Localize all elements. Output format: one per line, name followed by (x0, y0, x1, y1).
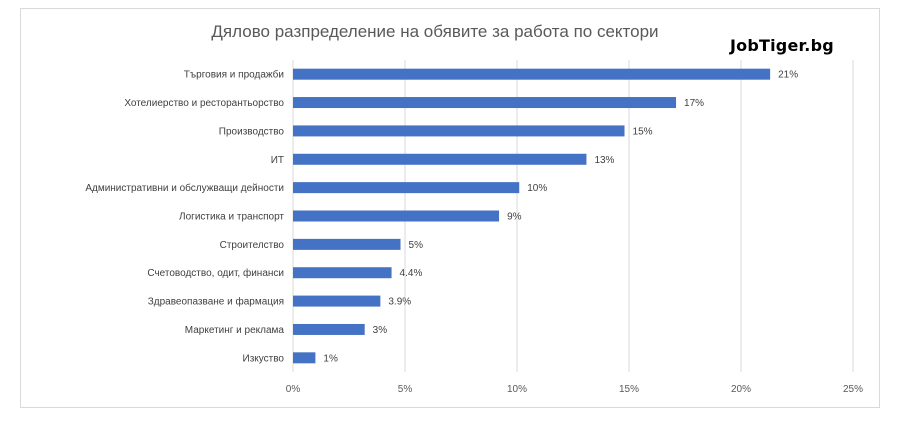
chart-title: Дялово разпределение на обявите за работ… (211, 22, 659, 41)
data-label: 21% (778, 70, 798, 81)
data-label: 13% (594, 155, 614, 166)
bar (293, 125, 625, 137)
category-label: Изкуство (243, 353, 285, 364)
bar (293, 295, 381, 307)
category-label: Административни и обслужващи дейности (85, 182, 284, 194)
data-label: 1% (323, 353, 338, 364)
data-label: 10% (527, 183, 547, 194)
data-labels: 21% 17% 15% 13% 10% 9% 5% 4.4% 3.9% 3% 1% (323, 70, 798, 365)
category-label: Производство (219, 126, 285, 137)
brand-logo: JobTiger.bg (730, 36, 834, 55)
data-label: 3% (373, 325, 388, 336)
bar (293, 97, 677, 109)
category-label: Здравеопазване и фармация (148, 296, 284, 308)
category-label: Логистика и транспорт (179, 212, 284, 223)
x-tick-label: 0% (286, 384, 301, 395)
x-tick-label: 5% (398, 384, 413, 395)
x-axis-tick-labels: 0% 5% 10% 15% 20% 25% (286, 384, 863, 395)
bar (293, 267, 392, 279)
category-label: Строителство (220, 240, 285, 251)
x-tick-label: 25% (843, 384, 863, 395)
category-label: Хотелиерство и ресторантьорство (124, 98, 284, 109)
category-label: ИТ (271, 155, 284, 166)
data-label: 15% (633, 126, 653, 137)
data-label: 4.4% (400, 268, 423, 279)
category-label: Търговия и продажби (184, 69, 284, 81)
x-tick-label: 20% (731, 384, 751, 395)
data-label: 9% (507, 212, 522, 223)
gridlines (292, 60, 854, 372)
bar (293, 352, 316, 364)
x-tick-label: 15% (619, 384, 639, 395)
data-label: 3.9% (388, 297, 411, 308)
bar (293, 153, 587, 165)
bar (293, 210, 500, 222)
bar (293, 182, 520, 194)
bar (293, 68, 771, 80)
x-tick-label: 10% (507, 384, 527, 395)
bar (293, 238, 401, 250)
bar (293, 323, 365, 335)
data-label: 17% (684, 98, 704, 109)
data-label: 5% (409, 240, 424, 251)
category-label: Маркетинг и реклама (185, 325, 285, 336)
category-labels: Търговия и продажби Хотелиерство и рестор… (85, 69, 284, 365)
bars (293, 68, 771, 364)
category-label: Счетоводство, одит, финанси (147, 267, 284, 279)
